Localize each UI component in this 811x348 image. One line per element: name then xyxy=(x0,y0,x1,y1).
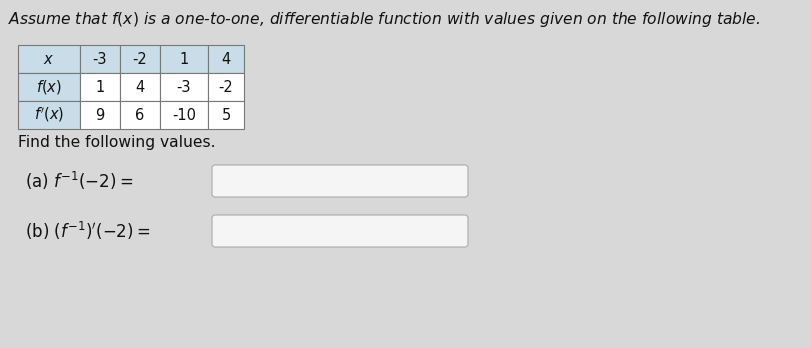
FancyBboxPatch shape xyxy=(120,45,160,73)
FancyBboxPatch shape xyxy=(120,101,160,129)
Text: 1: 1 xyxy=(179,52,188,66)
FancyBboxPatch shape xyxy=(18,73,80,101)
Text: 6: 6 xyxy=(135,108,144,122)
Text: -2: -2 xyxy=(218,79,233,95)
FancyBboxPatch shape xyxy=(120,73,160,101)
FancyBboxPatch shape xyxy=(160,45,208,73)
Text: 4: 4 xyxy=(221,52,230,66)
FancyBboxPatch shape xyxy=(208,101,243,129)
Text: 5: 5 xyxy=(221,108,230,122)
Text: -10: -10 xyxy=(172,108,195,122)
Text: $f'(x)$: $f'(x)$ xyxy=(34,106,64,124)
Text: (b) $(f^{-1})'(-2) = $: (b) $(f^{-1})'(-2) = $ xyxy=(25,220,150,242)
Text: 4: 4 xyxy=(135,79,144,95)
Text: -3: -3 xyxy=(177,79,191,95)
Text: -2: -2 xyxy=(132,52,147,66)
FancyBboxPatch shape xyxy=(80,101,120,129)
FancyBboxPatch shape xyxy=(80,45,120,73)
FancyBboxPatch shape xyxy=(18,101,80,129)
Text: $f(x)$: $f(x)$ xyxy=(36,78,62,96)
Text: $x$: $x$ xyxy=(43,52,54,66)
FancyBboxPatch shape xyxy=(212,215,467,247)
Text: 9: 9 xyxy=(95,108,105,122)
FancyBboxPatch shape xyxy=(212,165,467,197)
FancyBboxPatch shape xyxy=(208,45,243,73)
Text: Find the following values.: Find the following values. xyxy=(18,135,215,150)
FancyBboxPatch shape xyxy=(18,45,80,73)
FancyBboxPatch shape xyxy=(208,73,243,101)
Text: Assume that $f(x)$ is a one-to-one, differentiable function with values given on: Assume that $f(x)$ is a one-to-one, diff… xyxy=(8,10,759,29)
FancyBboxPatch shape xyxy=(160,73,208,101)
FancyBboxPatch shape xyxy=(160,101,208,129)
FancyBboxPatch shape xyxy=(80,73,120,101)
Text: 1: 1 xyxy=(95,79,105,95)
Text: (a) $f^{-1}(-2) = $: (a) $f^{-1}(-2) = $ xyxy=(25,170,133,192)
Text: -3: -3 xyxy=(92,52,107,66)
